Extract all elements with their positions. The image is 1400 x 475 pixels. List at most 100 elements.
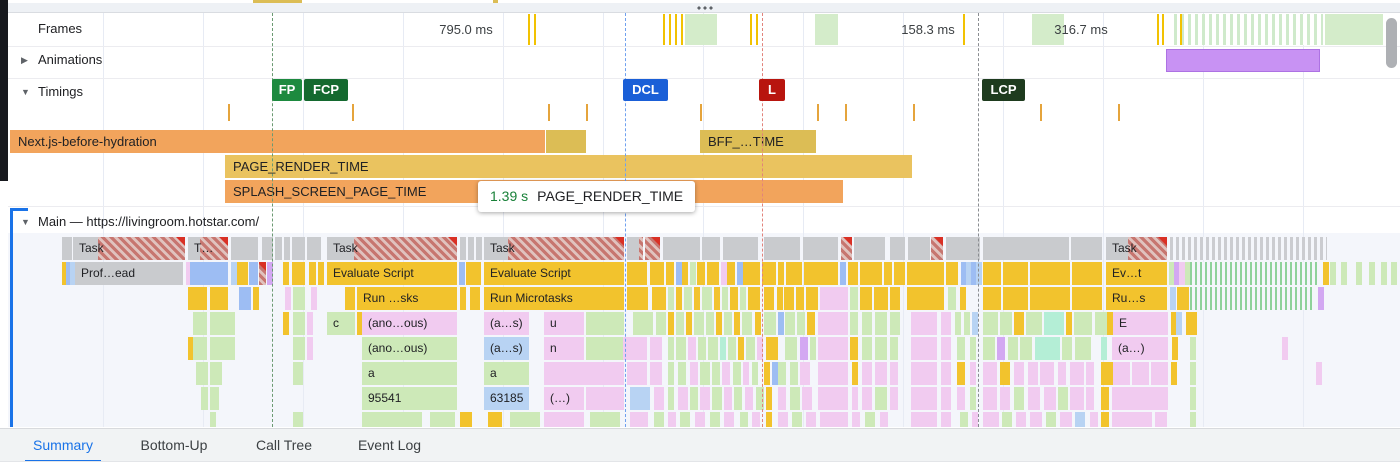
flame-segment[interactable] (188, 337, 194, 360)
flame-segment[interactable] (875, 312, 887, 335)
flame-segment[interactable] (890, 362, 898, 385)
flame-segment[interactable] (800, 362, 810, 385)
flame-segment[interactable] (1030, 287, 1070, 310)
flame-segment[interactable] (911, 312, 937, 335)
flame-segment[interactable] (960, 412, 968, 427)
flame-segment[interactable] (676, 312, 684, 335)
flame-segment-task[interactable]: Task (484, 237, 624, 260)
timing-badge-fcp[interactable]: FCP (304, 79, 348, 101)
flame-segment[interactable] (357, 312, 363, 335)
flame-segment[interactable] (293, 412, 303, 427)
flame-segment[interactable] (690, 362, 698, 385)
flame-segment[interactable] (778, 412, 788, 427)
flame-segment[interactable] (1070, 362, 1084, 385)
flame-segment[interactable] (946, 237, 980, 260)
flame-segment-evaluate-script[interactable]: Evaluate Script (327, 262, 457, 285)
flame-segment[interactable] (733, 362, 741, 385)
flame-segment[interactable] (1185, 262, 1191, 285)
flame-segment[interactable] (1040, 362, 1054, 385)
flame-segment[interactable] (283, 312, 289, 335)
flame-segment[interactable] (752, 412, 760, 427)
flame-segment[interactable] (1028, 362, 1038, 385)
flame-segment[interactable] (656, 312, 666, 335)
flame-segment[interactable] (590, 412, 620, 427)
flame-segment[interactable] (293, 312, 305, 335)
flame-segment-ru-s[interactable]: Ru…s (1106, 287, 1167, 310)
timings-track-label[interactable]: Timings (38, 84, 84, 99)
flame-segment[interactable] (678, 387, 688, 410)
flame-segment[interactable] (734, 312, 740, 335)
flame-segment[interactable] (818, 337, 848, 360)
flame-segment[interactable] (1170, 237, 1327, 260)
flame-segment[interactable] (854, 237, 885, 260)
flame-segment[interactable] (623, 337, 647, 360)
flame-segment[interactable] (1369, 262, 1375, 285)
flame-segment[interactable] (630, 412, 648, 427)
flame-segment[interactable] (743, 262, 760, 285)
flame-segment[interactable] (231, 237, 258, 260)
flame-segment[interactable] (707, 262, 719, 285)
flame-segment[interactable] (1101, 337, 1107, 360)
flame-segment[interactable] (1101, 387, 1109, 410)
flame-segment[interactable] (766, 387, 772, 410)
flame-segment[interactable] (668, 312, 674, 335)
flame-segment[interactable] (586, 337, 624, 360)
flame-segment[interactable] (810, 337, 816, 360)
flame-segment-ev-t[interactable]: Ev…t (1106, 262, 1167, 285)
flame-segment[interactable] (1356, 262, 1362, 285)
flame-segment[interactable] (852, 387, 858, 410)
flame-segment[interactable] (1086, 362, 1094, 385)
user-timing-bar[interactable]: BFF_…TIME (700, 130, 816, 153)
flame-segment[interactable] (678, 362, 686, 385)
user-timing-bar[interactable]: Next.js-before-hydration (10, 130, 545, 153)
flame-segment[interactable] (702, 287, 712, 310)
flame-segment[interactable] (784, 287, 794, 310)
flame-segment[interactable] (724, 387, 732, 410)
flame-segment[interactable] (690, 387, 698, 410)
flame-segment[interactable] (720, 337, 726, 360)
flame-segment[interactable] (210, 337, 235, 360)
flame-segment[interactable] (966, 262, 972, 285)
drag-handle-icon[interactable] (697, 6, 713, 10)
flame-segment[interactable] (764, 287, 774, 310)
flame-segment[interactable] (292, 262, 305, 285)
flame-segment[interactable] (1113, 362, 1130, 385)
flame-segment[interactable] (766, 412, 772, 427)
flame-segment[interactable] (654, 412, 664, 427)
flame-segment-a[interactable]: a (362, 362, 457, 385)
flame-segment--ano-ous-[interactable]: (ano…ous) (362, 312, 457, 335)
flame-segment[interactable] (1190, 362, 1196, 385)
flame-segment[interactable] (645, 237, 660, 260)
flame-segment[interactable] (210, 387, 219, 410)
flame-segment[interactable] (1071, 237, 1102, 260)
flame-segment[interactable] (772, 362, 778, 385)
flame-segment[interactable] (1186, 312, 1192, 335)
flame-segment[interactable] (318, 262, 324, 285)
flame-segment-run-sks[interactable]: Run …sks (357, 287, 457, 310)
flame-segment[interactable] (785, 312, 795, 335)
flame-segment[interactable] (1330, 262, 1336, 285)
flame-segment[interactable] (964, 312, 970, 335)
flame-segment[interactable] (890, 387, 898, 410)
flame-segment[interactable] (1151, 362, 1168, 385)
flame-segment[interactable] (650, 262, 664, 285)
main-track-title[interactable]: Main — https://livingroom.hotstar.com/ (38, 214, 260, 229)
flame-segment[interactable] (668, 387, 674, 410)
flame-segment[interactable] (1323, 262, 1329, 285)
flame-segment-95541[interactable]: 95541 (362, 387, 457, 410)
flame-segment[interactable] (802, 387, 812, 410)
flame-segment-run-microtasks[interactable]: Run Microtasks (484, 287, 624, 310)
flame-segment[interactable] (1391, 262, 1397, 285)
flame-segment[interactable] (911, 337, 937, 360)
flame-segment[interactable] (764, 362, 770, 385)
flame-segment[interactable] (818, 362, 848, 385)
flame-segment[interactable] (796, 287, 804, 310)
flame-segment[interactable] (875, 387, 887, 410)
flame-segment[interactable] (970, 387, 976, 410)
flame-segment[interactable] (1190, 337, 1196, 360)
flame-segment[interactable] (931, 237, 943, 260)
timing-badge-lcp[interactable]: LCP (982, 79, 1025, 101)
flame-segment[interactable] (790, 387, 800, 410)
flame-segment[interactable] (460, 412, 472, 427)
flame-segment[interactable] (284, 237, 290, 260)
